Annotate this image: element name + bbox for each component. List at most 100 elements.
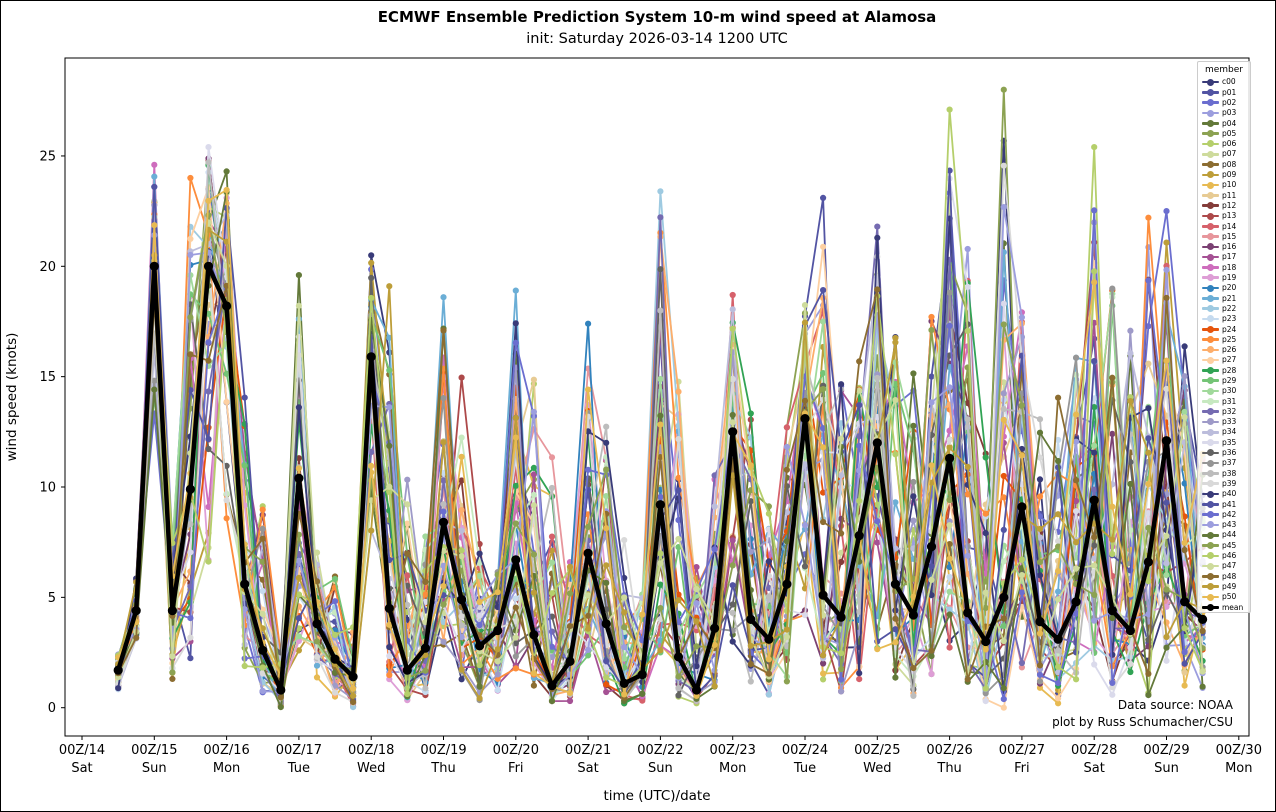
legend-entry-p48: p48 [1198, 571, 1250, 581]
legend-swatch-marker-icon [1207, 264, 1214, 271]
legend-entry-label: p47 [1222, 561, 1237, 571]
x-tick-label: 00Z/19 [420, 743, 466, 758]
x-tick-label: 00Z/22 [637, 743, 683, 758]
legend-entry-label: p01 [1222, 87, 1237, 97]
x-tick-label: 00Z/15 [131, 743, 177, 758]
legend-swatch-marker-icon [1207, 78, 1214, 86]
legend-swatch-line-icon [1202, 603, 1219, 611]
legend-entry-p44: p44 [1198, 530, 1250, 540]
x-tick-day-label: Tue [793, 761, 816, 776]
legend-entry-p41: p41 [1198, 499, 1250, 509]
legend-entry-label: p38 [1222, 468, 1237, 478]
legend-entry-label: mean [1222, 602, 1244, 612]
legend-entry-p03: p03 [1198, 108, 1250, 118]
legend-swatch-marker-icon [1207, 552, 1214, 560]
legend-entry-p39: p39 [1198, 479, 1250, 489]
legend-swatch-line-icon [1202, 387, 1219, 395]
legend-entry-mean: mean [1198, 602, 1250, 612]
x-tick-day-label: Sat [71, 761, 92, 776]
y-tick-label: 10 [39, 481, 56, 496]
legend-entry-p34: p34 [1198, 427, 1250, 437]
x-axis-label: time (UTC)/date [603, 788, 710, 804]
legend-swatch-marker-icon [1207, 315, 1214, 323]
legend-swatch-marker-icon [1207, 366, 1214, 374]
legend-entry-label: p06 [1222, 139, 1237, 149]
legend-entry-p31: p31 [1198, 396, 1250, 406]
legend-entry-p16: p16 [1198, 242, 1250, 252]
credit-note: plot by Russ Schumacher/CSU [1052, 715, 1233, 729]
legend-swatch-line-icon [1202, 294, 1219, 302]
axis-ticks: 00Z/14 Sat 00Z/15 Sun 00Z/16 Mon 00Z/17 Tue 00Z/… [39, 149, 1262, 776]
legend-entry-p05: p05 [1198, 128, 1250, 138]
legend-entry-p29: p29 [1198, 376, 1250, 386]
chart-title: ECMWF Ensemble Prediction System 10-m wi… [377, 8, 937, 26]
x-tick-label: 00Z/24 [782, 743, 828, 758]
legend-entry-p28: p28 [1198, 365, 1250, 375]
legend-swatch-line-icon [1202, 490, 1219, 498]
x-tick-day-label: Thu [936, 761, 961, 776]
legend-entry-label: p24 [1222, 324, 1237, 334]
legend-swatch-line-icon [1202, 511, 1219, 519]
legend-swatch-line-icon [1202, 161, 1219, 169]
legend-swatch-marker-icon [1207, 346, 1214, 354]
legend-entry-label: p03 [1222, 108, 1237, 118]
x-tick-day-label: Fri [508, 761, 524, 776]
member-markers-p45 [115, 212, 1206, 689]
legend-entry-p35: p35 [1198, 437, 1250, 447]
legend-swatch-line-icon [1202, 593, 1219, 601]
legend-swatch-marker-icon [1207, 150, 1214, 158]
legend-entry-label: p33 [1222, 417, 1237, 427]
x-tick-label: 00Z/18 [348, 743, 394, 758]
legend-swatch-line-icon [1202, 500, 1219, 508]
legend-entry-p11: p11 [1198, 190, 1250, 200]
x-tick-day-label: Sat [577, 761, 598, 776]
legend-entry-label: p26 [1222, 345, 1237, 355]
legend-swatch-marker-icon [1207, 603, 1214, 611]
legend-entry-label: p08 [1222, 159, 1237, 169]
x-tick-label: 00Z/16 [203, 743, 249, 758]
legend-swatch-marker-icon [1207, 284, 1214, 292]
legend-swatch-line-icon [1202, 171, 1219, 179]
legend-entry-label: p20 [1222, 283, 1237, 293]
legend-swatch-marker-icon [1207, 191, 1214, 199]
legend-entry-label: p32 [1222, 406, 1237, 416]
legend-swatch-line-icon [1202, 88, 1219, 96]
legend-swatch-marker-icon [1207, 233, 1214, 241]
legend-entry-label: p42 [1222, 509, 1237, 519]
legend-entry-label: p36 [1222, 448, 1237, 458]
legend-entry-label: p44 [1222, 530, 1237, 540]
legend-swatch-marker-icon [1207, 99, 1214, 107]
x-tick-label: 00Z/28 [1071, 743, 1117, 758]
legend-entry-c00: c00 [1198, 77, 1250, 87]
legend-swatch-line-icon [1202, 428, 1219, 436]
legend-swatch-marker-icon [1207, 109, 1214, 117]
legend-swatch-marker-icon [1207, 88, 1214, 96]
x-tick-label: 00Z/25 [854, 743, 900, 758]
legend-entry-label: p48 [1222, 571, 1237, 581]
legend-entry-p21: p21 [1198, 293, 1250, 303]
legend-swatch-line-icon [1202, 305, 1219, 313]
legend-entry-p20: p20 [1198, 283, 1250, 293]
legend-entry-p33: p33 [1198, 417, 1250, 427]
legend-swatch-marker-icon [1207, 130, 1214, 138]
legend-swatch-line-icon [1202, 119, 1219, 127]
x-tick-label: 00Z/17 [276, 743, 322, 758]
x-tick-day-label: Mon [213, 761, 240, 776]
y-tick-label: 20 [39, 260, 56, 275]
legend-swatch-line-icon [1202, 366, 1219, 374]
legend-entry-p22: p22 [1198, 304, 1250, 314]
legend-swatch-marker-icon [1207, 511, 1214, 519]
legend-swatch-marker-icon [1207, 531, 1214, 539]
x-tick-day-label: Fri [1014, 761, 1030, 776]
legend-swatch-marker-icon [1207, 222, 1214, 230]
legend-swatch-line-icon [1202, 325, 1219, 333]
legend-swatch-marker-icon [1207, 480, 1214, 488]
legend-entry-p25: p25 [1198, 334, 1250, 344]
legend-swatch-line-icon [1202, 469, 1219, 477]
legend-swatch-line-icon [1202, 377, 1219, 385]
legend-entry-p19: p19 [1198, 273, 1250, 283]
legend-swatch-marker-icon [1207, 418, 1214, 426]
legend-swatch-marker-icon [1207, 449, 1214, 457]
legend-swatch-line-icon [1202, 243, 1219, 251]
